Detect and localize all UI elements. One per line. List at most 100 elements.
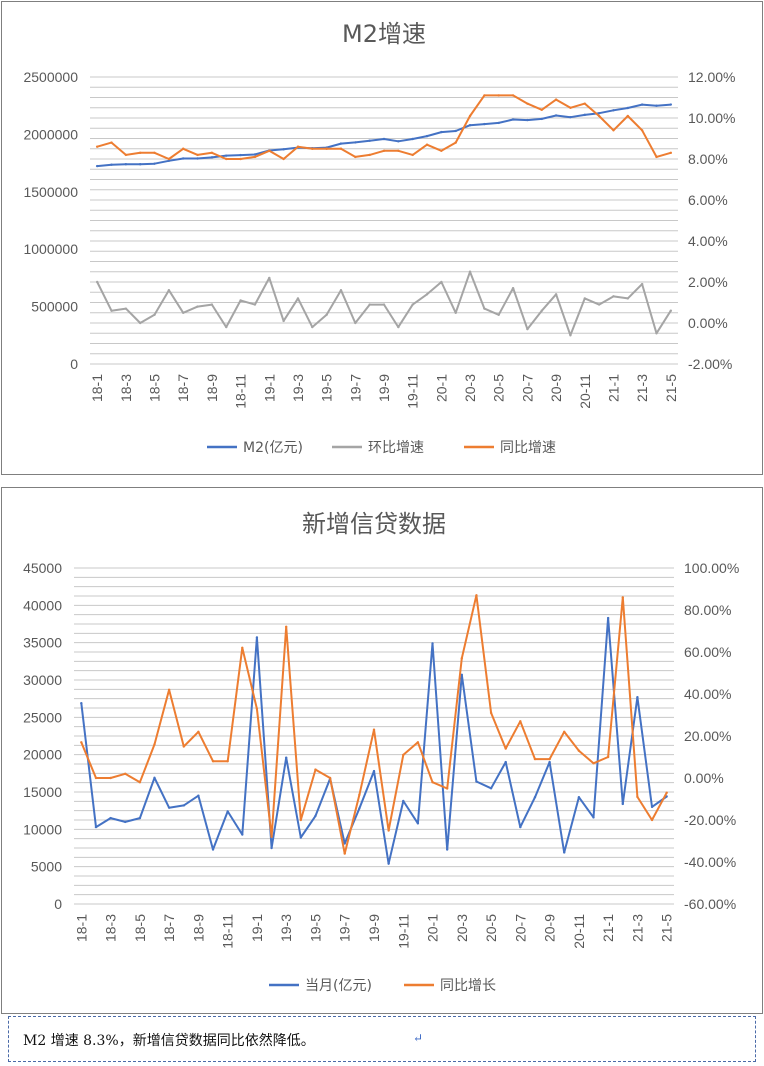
m2-x-tick-label: 19-5 <box>319 374 335 402</box>
loans-left-tick-label: 45000 <box>23 560 62 576</box>
loans-x-tick-label: 20-9 <box>542 914 558 942</box>
loans-right-tick-label: 20.00% <box>684 728 731 744</box>
loans-series-0-point <box>153 776 156 780</box>
loans-x-tick-label: 18-7 <box>161 914 177 942</box>
m2-series-1-point <box>167 289 171 292</box>
m2-series-2-point <box>239 157 242 161</box>
loans-x-tick-label: 20-11 <box>571 914 587 949</box>
m2-x-tick-label: 19-3 <box>290 374 306 402</box>
m2-chart: M2增速 0 500000 1000000 1500000 2000000 2500000 -… <box>23 20 735 456</box>
m2-series-0-point <box>397 140 400 143</box>
loans-series-1-point <box>460 657 464 660</box>
m2-series-2-point <box>210 151 214 155</box>
loans-series-1-point <box>109 776 112 780</box>
m2-series-0-point <box>382 137 386 141</box>
m2-series-2-point <box>253 155 257 159</box>
m2-series-2-point <box>225 157 228 161</box>
loans-title: 新增信贷数据 <box>302 510 446 538</box>
caption-text: M2 增速 8.3%，新增信贷数据同比依然降低。 <box>23 1033 315 1049</box>
m2-series-2-point <box>468 114 472 118</box>
loans-x-tick-label: 19-3 <box>278 914 294 942</box>
loans-series-0-point <box>519 825 522 829</box>
m2-series-2-point <box>612 129 615 132</box>
m2-x-tick-label: 18-9 <box>204 374 220 402</box>
m2-series-0-point <box>526 118 529 122</box>
m2-x-tick-label: 20-3 <box>462 374 478 402</box>
m2-series-1-point <box>210 303 214 306</box>
loans-series-1-point <box>80 741 83 744</box>
m2-series-0-point <box>182 157 185 160</box>
new-loans-chart: 新增信贷数据 0 5000 10000 15000 20000 25000 30000 3500… <box>23 510 739 994</box>
m2-series-1-point <box>282 319 285 323</box>
loans-series-1-point <box>504 747 507 750</box>
loans-series-1-point <box>94 776 98 780</box>
m2-series-1-point <box>669 309 673 312</box>
loans-series-1-point <box>665 791 668 794</box>
loans-series-0-point <box>284 756 288 759</box>
loans-series-0-point <box>592 816 595 819</box>
loans-series-1-point <box>387 829 390 832</box>
loans-x-tick-label: 20-7 <box>512 914 528 942</box>
m2-series-0-point <box>253 153 257 156</box>
m2-series-0-point <box>167 159 171 163</box>
m2-series-1-point <box>382 303 386 306</box>
m2-x-tick-label: 20-5 <box>491 374 507 402</box>
loans-x-tick-label: 19-9 <box>366 914 382 942</box>
m2-series-0-point <box>583 113 586 117</box>
paragraph-mark-icon: ↵ <box>413 1031 424 1045</box>
m2-series-0-point <box>138 163 142 166</box>
loans-series-1-line <box>80 594 668 855</box>
m2-series-1-point <box>325 313 328 316</box>
loans-legend-label: 当月(亿元) <box>305 978 372 994</box>
loans-series-0-point <box>563 851 566 854</box>
m2-series-0-point <box>124 163 128 166</box>
m2-series-2-point <box>640 129 644 132</box>
m2-series-2-point <box>583 102 586 105</box>
loans-left-tick-label: 30000 <box>23 672 62 688</box>
loans-series-1-point <box>577 749 581 752</box>
loans-series-0-point <box>650 805 654 809</box>
m2-legend: M2(亿元) 环比增速 同比增速 <box>207 440 556 456</box>
m2-series-2-point <box>339 147 343 150</box>
m2-x-tick-label: 18-1 <box>89 374 105 402</box>
m2-series-1-point <box>339 289 343 292</box>
m2-series-2-point <box>124 153 128 157</box>
m2-series-2-point <box>153 151 156 155</box>
loans-series-1-point <box>124 772 127 775</box>
m2-series-2-point <box>655 155 658 159</box>
loans-series-1-point <box>226 760 229 763</box>
m2-series-0-point <box>626 106 630 110</box>
loans-series-0-point <box>489 787 493 790</box>
loans-series-0-point <box>431 642 434 645</box>
m2-right-tick-label: 12.00% <box>688 69 735 85</box>
m2-legend-label: M2(亿元) <box>243 440 303 456</box>
loans-series-1-point <box>475 594 478 597</box>
m2-gridlines <box>90 76 678 365</box>
loans-left-tick-label: 15000 <box>23 784 62 800</box>
new-loans-chart-panel: 新增信贷数据 0 5000 10000 15000 20000 25000 30000 3500… <box>1 487 763 1014</box>
m2-x-tick-label: 21-3 <box>634 374 650 402</box>
m2-series-1-point <box>511 286 515 290</box>
m2-series-0-point <box>440 130 443 134</box>
loans-series-0-point <box>255 636 259 639</box>
m2-series-2-point <box>411 153 414 157</box>
loans-series-1-point <box>284 625 288 628</box>
m2-series-2-point <box>354 155 357 159</box>
loans-x-tick-label: 19-5 <box>307 914 323 942</box>
loans-x-tick-label: 20-5 <box>483 914 499 942</box>
loans-series-1-point <box>211 760 215 763</box>
loans-x-tick-label: 19-1 <box>249 914 265 942</box>
m2-x-tick-label: 21-1 <box>605 374 621 402</box>
m2-series-0-point <box>655 104 658 107</box>
loans-series-0-point <box>636 695 639 699</box>
loans-series-1-point <box>270 835 273 838</box>
caption-box[interactable]: M2 增速 8.3%，新增信贷数据同比依然降低。 ↵ <box>8 1016 756 1062</box>
m2-series-2-point <box>597 114 601 118</box>
m2-x-tick-label: 19-7 <box>347 374 363 402</box>
m2-series-1-point <box>196 305 199 308</box>
m2-x-tick-label: 18-11 <box>233 374 249 409</box>
m2-series-0-point <box>95 164 99 168</box>
loans-series-1-point <box>431 781 434 784</box>
loans-left-tick-label: 10000 <box>23 821 62 837</box>
m2-series-2-point <box>526 102 529 105</box>
